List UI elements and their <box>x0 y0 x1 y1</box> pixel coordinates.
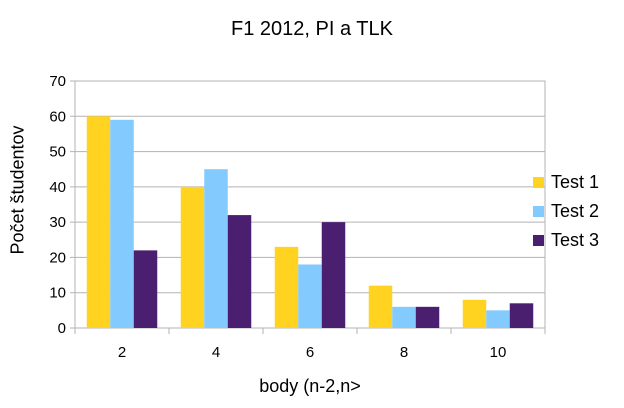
bar-test-2 <box>110 119 134 328</box>
x-tick-label: 10 <box>490 344 507 361</box>
legend-item-test-2: Test 2 <box>533 197 599 226</box>
bar-test-1 <box>86 116 111 329</box>
bar-test-3 <box>227 215 252 328</box>
legend-swatch-test-2 <box>533 206 544 217</box>
x-tick-label: 6 <box>306 344 314 361</box>
bar-test-3 <box>509 303 534 328</box>
y-tick-label: 40 <box>49 179 66 196</box>
bar-test-1 <box>180 186 205 328</box>
y-tick-label: 0 <box>58 320 66 337</box>
bar-test-1 <box>462 299 487 328</box>
x-axis-label: body (n-2,n> <box>259 376 361 396</box>
y-tick-label: 30 <box>49 214 66 231</box>
bar-test-2 <box>204 169 228 328</box>
bar-test-2 <box>298 264 322 328</box>
bar-test-1 <box>274 246 299 328</box>
x-tick-label: 2 <box>118 344 126 361</box>
y-tick-label: 10 <box>49 285 66 302</box>
bar-test-2 <box>392 306 416 328</box>
legend-label-test-2: Test 2 <box>551 201 600 221</box>
legend-swatch-test-3 <box>533 235 544 246</box>
legend-label-test-1: Test 1 <box>551 172 600 192</box>
legend-item-test-3: Test 3 <box>533 226 599 255</box>
bar-test-2 <box>486 310 510 328</box>
x-tick-label: 8 <box>400 344 408 361</box>
legend-item-test-1: Test 1 <box>533 168 599 197</box>
legend-swatch-test-1 <box>533 177 544 188</box>
legend: Test 1 Test 2 Test 3 <box>533 168 599 255</box>
bar-test-1 <box>368 285 393 328</box>
bar-test-3 <box>133 250 158 328</box>
y-tick-label: 20 <box>49 249 66 266</box>
y-tick-label: 70 <box>49 73 66 90</box>
legend-label-test-3: Test 3 <box>551 230 600 250</box>
chart-title: F1 2012, PI a TLK <box>231 18 393 40</box>
y-axis-label: Počet študentov <box>7 125 28 255</box>
x-tick-label: 4 <box>212 344 220 361</box>
y-tick-label: 60 <box>49 108 66 125</box>
y-tick-label: 50 <box>49 144 66 161</box>
bar-test-3 <box>321 222 346 328</box>
bar-test-3 <box>415 306 440 328</box>
